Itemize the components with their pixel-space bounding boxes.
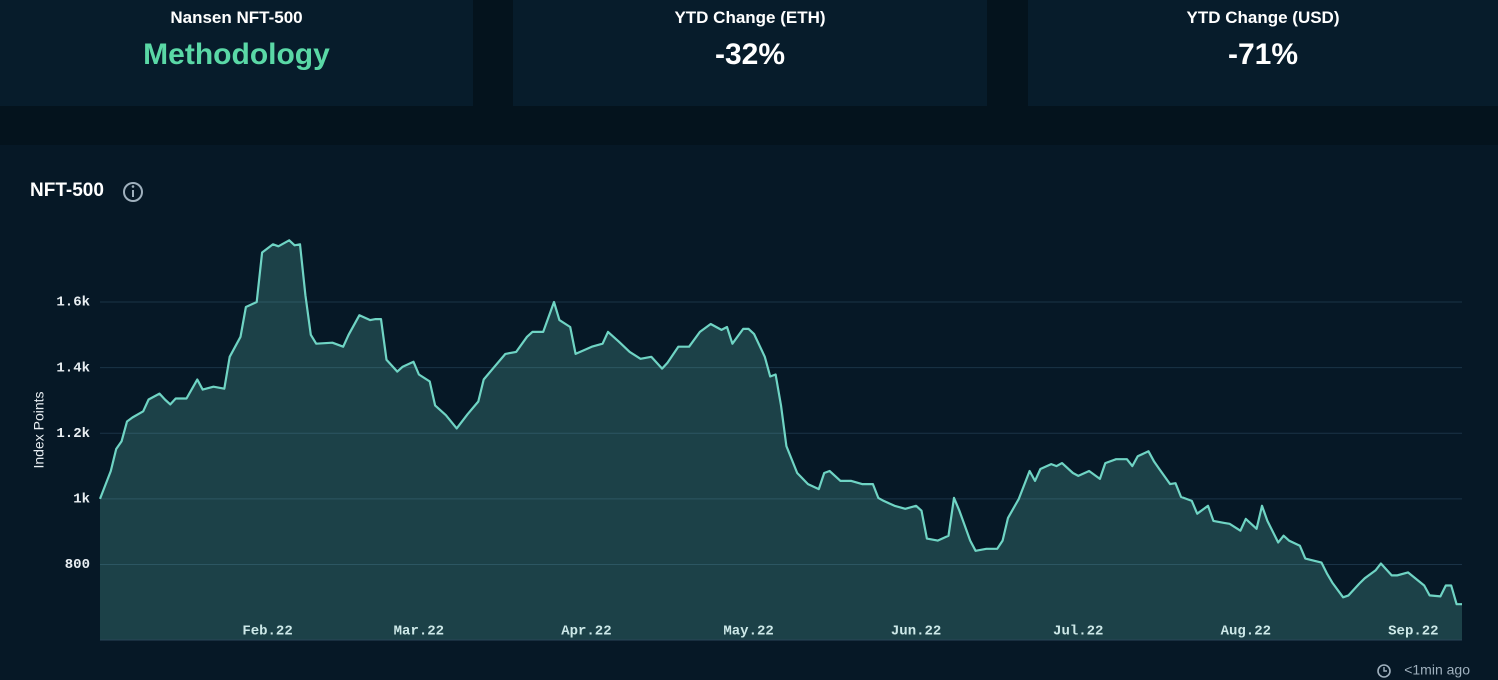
area: [100, 240, 1462, 641]
y-tick-label: 1.6k: [56, 295, 90, 311]
chart-panel: [0, 145, 1498, 680]
card: Nansen NFT-500 Methodology: [0, 0, 473, 106]
card-label: Nansen NFT-500: [170, 8, 303, 27]
x-tick-label: Sep.22: [1388, 624, 1438, 640]
info-icon[interactable]: [123, 182, 143, 202]
y-tick-label: 800: [65, 557, 90, 573]
card: YTD Change (ETH) -32%: [513, 0, 987, 106]
updated-time: <1min ago: [1404, 662, 1470, 678]
methodology-link[interactable]: Methodology: [143, 38, 330, 71]
x-tick-label: May.22: [723, 624, 773, 640]
line: [98, 239, 1462, 606]
card-value: -32%: [714, 38, 786, 71]
x-tick-label: Feb.22: [242, 624, 292, 640]
card-value: -71%: [1227, 38, 1299, 71]
y-axis-label: Index Points: [31, 391, 47, 468]
y-tick-label: 1k: [73, 492, 90, 508]
card-label: YTD Change (ETH): [674, 8, 826, 27]
y-tick-label: 1.4k: [56, 360, 90, 376]
card: YTD Change (USD) -71%: [1028, 0, 1498, 106]
x-tick-label: Jun.22: [891, 624, 941, 640]
x-tick-label: Aug.22: [1221, 624, 1271, 640]
card-label: YTD Change (USD): [1186, 8, 1340, 27]
x-tick-label: Apr.22: [561, 624, 611, 640]
y-tick-label: 1.2k: [56, 426, 90, 442]
refresh-icon[interactable]: [1377, 664, 1391, 678]
x-tick-label: Mar.22: [394, 624, 444, 640]
x-tick-label: Jul.22: [1053, 624, 1103, 640]
chart-title: NFT-500: [30, 180, 104, 201]
